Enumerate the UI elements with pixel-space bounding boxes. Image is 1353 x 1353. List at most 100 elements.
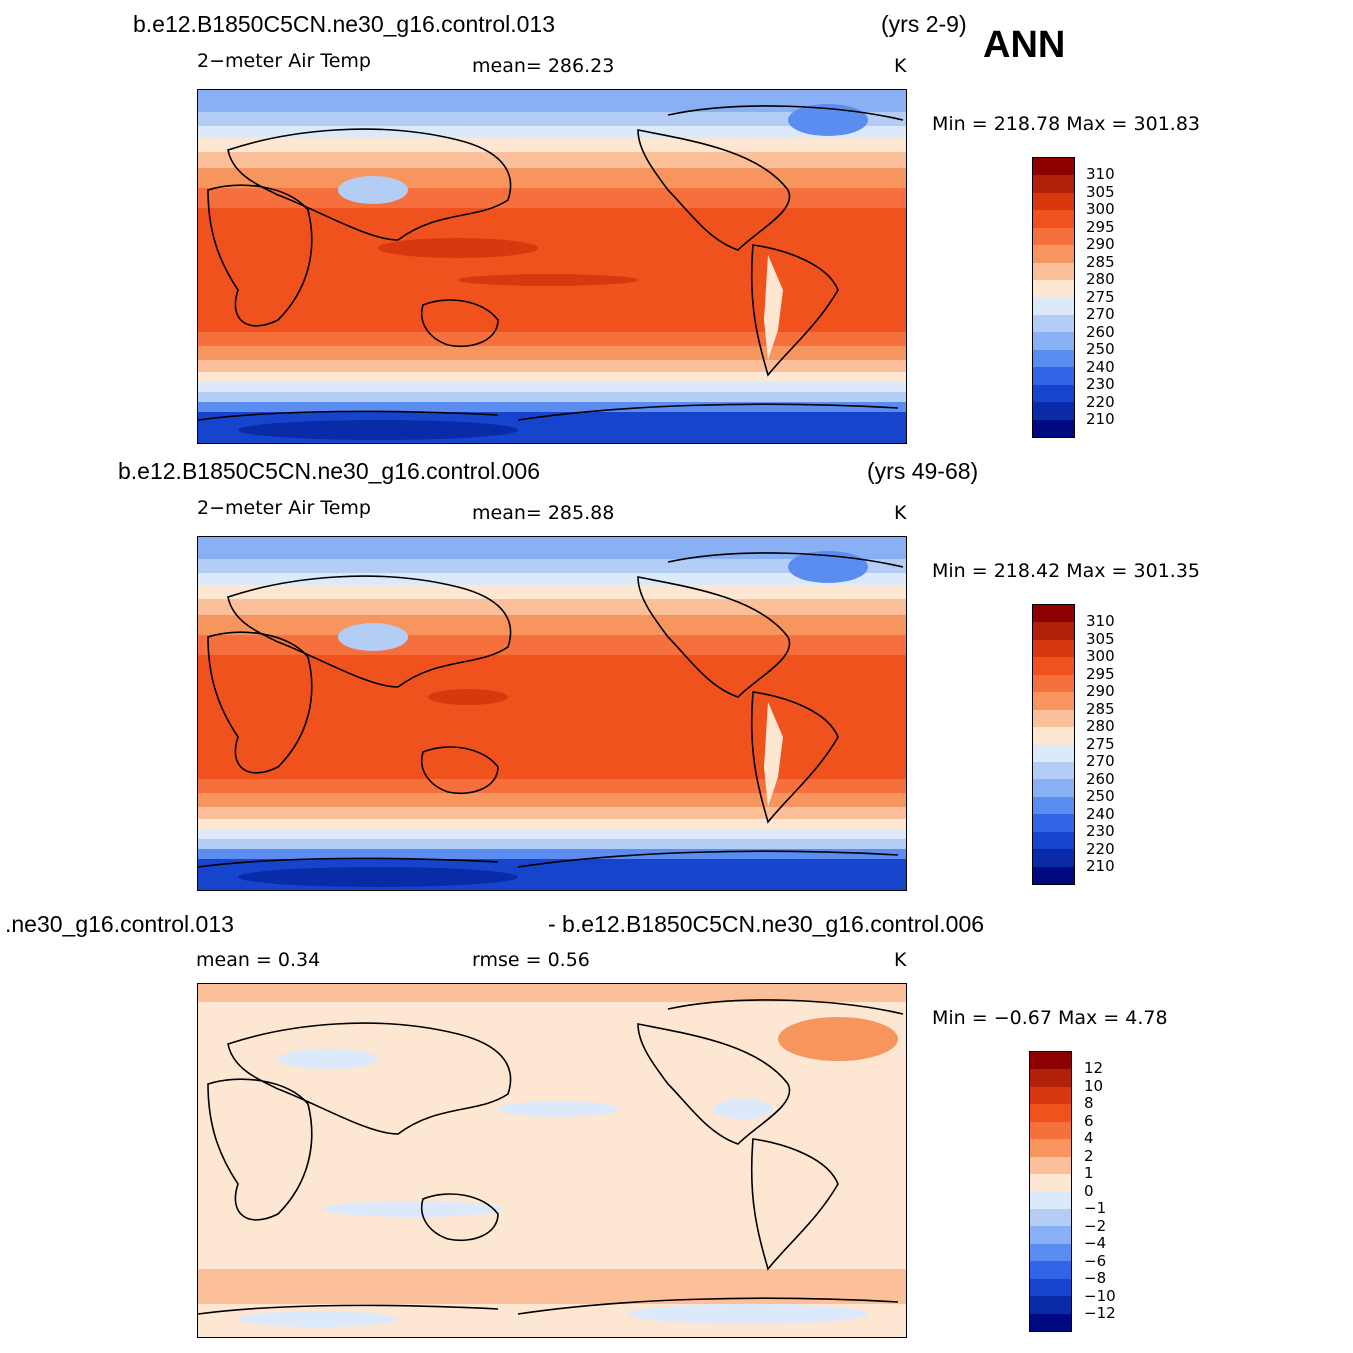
panel1-years: (yrs 2-9) <box>881 11 967 37</box>
colorbar-swatch <box>1033 402 1074 420</box>
colorbar-tick-label: 210 <box>1086 857 1115 875</box>
season-label: ANN <box>983 24 1066 66</box>
colorbar-swatch <box>1033 210 1074 228</box>
colorbar-tick-label: 8 <box>1084 1094 1094 1112</box>
map-panel-1 <box>197 89 907 444</box>
difference-map <box>198 984 906 1337</box>
colorbar-swatch <box>1033 332 1074 350</box>
colorbar-swatch <box>1030 1261 1071 1279</box>
colorbar-swatch <box>1030 1296 1071 1314</box>
colorbar-swatch <box>1030 1086 1071 1105</box>
panel3-rmse: rmse = 0.56 <box>472 949 590 971</box>
colorbar-tick-label: 240 <box>1086 357 1115 376</box>
colorbar-swatch <box>1033 622 1074 640</box>
colorbar-swatch <box>1030 1208 1071 1227</box>
colorbar-swatch <box>1033 849 1074 867</box>
colorbar-tick-label: 270 <box>1086 305 1115 323</box>
colorbar-tick-label: 295 <box>1086 664 1115 683</box>
colorbar-swatch <box>1030 1104 1071 1122</box>
map-panel-3 <box>197 983 907 1338</box>
colorbar-3-labels: 12 10 8 6 4 2 1 0 −1 −2 −4 −6 −8 −10 −12 <box>1084 1059 1116 1323</box>
colorbar-swatch <box>1033 657 1074 675</box>
panel2-variable: 2−meter Air Temp <box>197 497 371 519</box>
panel1-units: K <box>894 55 907 77</box>
colorbar-swatch <box>1033 831 1074 850</box>
colorbar-swatch <box>1033 384 1074 403</box>
colorbar-swatch <box>1030 1052 1071 1070</box>
panel1-minmax: Min = 218.78 Max = 301.83 <box>932 113 1200 135</box>
colorbar-tick-label: −8 <box>1084 1269 1107 1287</box>
colorbar-tick-label: 4 <box>1084 1129 1094 1147</box>
temperature-map-1 <box>198 90 906 443</box>
colorbar-tick-label: −4 <box>1084 1234 1107 1252</box>
colorbar-swatch <box>1033 175 1074 193</box>
colorbar-tick-label: 300 <box>1086 647 1115 665</box>
colorbar-2-labels: 310 305 300 295 290 285 280 275 270 260 250 240 230 2… <box>1086 612 1115 876</box>
colorbar-swatch <box>1033 727 1074 745</box>
map-panel-2 <box>197 536 907 891</box>
temperature-map-2 <box>198 537 906 890</box>
colorbar-swatch <box>1030 1121 1071 1140</box>
colorbar-swatch <box>1033 245 1074 263</box>
panel2-minmax: Min = 218.42 Max = 301.35 <box>932 560 1200 582</box>
colorbar-swatch <box>1030 1156 1071 1175</box>
colorbar-swatch <box>1033 280 1074 298</box>
colorbar-tick-label: 220 <box>1086 839 1115 858</box>
colorbar-swatch <box>1033 692 1074 710</box>
colorbar-tick-label: 305 <box>1086 629 1115 648</box>
colorbar-swatch <box>1033 349 1074 368</box>
colorbar-swatch <box>1030 1191 1071 1209</box>
colorbar-tick-label: 230 <box>1086 375 1115 393</box>
colorbar-swatch <box>1033 605 1074 623</box>
colorbar-tick-label: 310 <box>1086 165 1115 183</box>
colorbar-1-labels: 310 305 300 295 290 285 280 275 270 260 250 240 230 2… <box>1086 165 1115 429</box>
colorbar-swatch <box>1033 158 1074 176</box>
colorbar-swatch <box>1033 814 1074 832</box>
colorbar-swatch <box>1033 866 1074 884</box>
colorbar-tick-label: 220 <box>1086 392 1115 411</box>
colorbar-tick-label: 285 <box>1086 699 1115 718</box>
colorbar-tick-label: −10 <box>1084 1286 1116 1305</box>
colorbar-tick-label: 290 <box>1086 682 1115 700</box>
colorbar-swatch <box>1033 419 1074 437</box>
colorbar-swatch <box>1033 367 1074 385</box>
colorbar-3 <box>1029 1051 1072 1332</box>
colorbar-swatch <box>1033 227 1074 246</box>
panel3-minmax: Min = −0.67 Max = 4.78 <box>932 1007 1168 1029</box>
colorbar-tick-label: 275 <box>1086 734 1115 753</box>
colorbar-swatch <box>1033 709 1074 728</box>
colorbar-swatch <box>1033 192 1074 211</box>
colorbar-tick-label: 0 <box>1084 1181 1094 1200</box>
panel1-case-title: b.e12.B1850C5CN.ne30_g16.control.013 <box>133 11 555 37</box>
colorbar-tick-label: 290 <box>1086 235 1115 253</box>
colorbar-tick-label: 230 <box>1086 822 1115 840</box>
colorbar-tick-label: 6 <box>1084 1111 1094 1130</box>
panel2-units: K <box>894 502 907 524</box>
colorbar-swatch <box>1033 674 1074 693</box>
colorbar-tick-label: 280 <box>1086 270 1115 288</box>
colorbar-tick-label: 300 <box>1086 200 1115 218</box>
colorbar-1 <box>1032 157 1075 438</box>
colorbar-2 <box>1032 604 1075 885</box>
colorbar-tick-label: −12 <box>1084 1304 1116 1322</box>
colorbar-tick-label: −1 <box>1084 1199 1107 1217</box>
panel3-units: K <box>894 949 907 971</box>
panel3-mean: mean = 0.34 <box>196 949 321 971</box>
panel1-variable: 2−meter Air Temp <box>197 50 371 72</box>
colorbar-tick-label: 250 <box>1086 787 1115 805</box>
colorbar-tick-label: 10 <box>1084 1076 1104 1095</box>
colorbar-swatch <box>1030 1226 1071 1244</box>
colorbar-tick-label: 285 <box>1086 252 1115 271</box>
colorbar-tick-label: 305 <box>1086 182 1115 201</box>
colorbar-tick-label: −2 <box>1084 1216 1107 1235</box>
colorbar-tick-label: 280 <box>1086 717 1115 735</box>
colorbar-tick-label: 240 <box>1086 804 1115 823</box>
colorbar-tick-label: −6 <box>1084 1251 1107 1270</box>
colorbar-swatch <box>1033 314 1074 333</box>
colorbar-tick-label: 260 <box>1086 322 1115 341</box>
colorbar-swatch <box>1030 1278 1071 1297</box>
panel3-case-right: - b.e12.B1850C5CN.ne30_g16.control.006 <box>548 911 985 937</box>
colorbar-tick-label: 1 <box>1084 1164 1094 1182</box>
colorbar-swatch <box>1030 1139 1071 1157</box>
panel2-years: (yrs 49-68) <box>867 458 979 484</box>
